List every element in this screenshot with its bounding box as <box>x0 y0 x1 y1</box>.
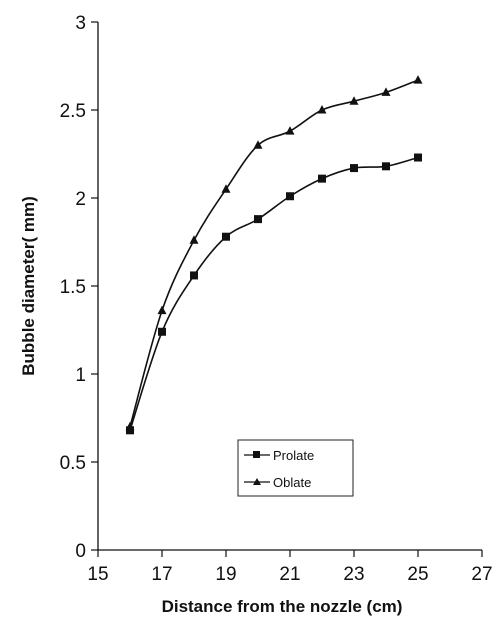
data-point-oblate <box>317 105 327 114</box>
y-axis-ticks: 0 0.5 1 1.5 2 2.5 3 <box>60 13 98 562</box>
data-point-prolate <box>286 192 294 201</box>
x-tick-label: 21 <box>279 564 300 585</box>
y-tick-label: 2.5 <box>60 101 86 122</box>
y-tick-label: 1 <box>75 365 86 386</box>
data-point-prolate <box>254 215 262 224</box>
x-tick-label: 25 <box>407 564 428 585</box>
y-tick-label: 2 <box>75 189 86 210</box>
data-point-oblate <box>125 421 135 431</box>
legend-label-prolate: Prolate <box>273 448 314 463</box>
data-point-oblate <box>253 140 263 149</box>
x-tick-label: 17 <box>151 564 172 585</box>
data-point-oblate <box>189 235 199 244</box>
data-point-prolate <box>414 153 422 162</box>
legend-label-oblate: Oblate <box>273 475 311 490</box>
data-point-oblate <box>381 87 391 96</box>
y-tick-label: 3 <box>75 13 86 34</box>
x-tick-label: 23 <box>343 564 364 585</box>
x-tick-label: 15 <box>87 564 108 585</box>
data-point-oblate <box>285 126 295 135</box>
series-line-prolate <box>129 156 419 431</box>
legend-item-prolate: Prolate <box>244 448 314 463</box>
x-tick-label: 19 <box>215 564 236 585</box>
y-tick-label: 0.5 <box>60 453 86 474</box>
y-axis-title: Bubble diameter( mm) <box>19 196 38 375</box>
y-tick-label: 0 <box>75 541 86 562</box>
series-line-oblate <box>129 79 419 428</box>
data-point-oblate <box>413 75 423 84</box>
series-prolate <box>126 153 422 435</box>
y-tick-label: 1.5 <box>60 277 86 298</box>
data-point-prolate <box>190 271 198 280</box>
data-point-oblate <box>157 305 167 315</box>
data-point-prolate <box>318 174 326 183</box>
data-point-prolate <box>126 426 134 435</box>
legend-marker-prolate <box>253 451 260 458</box>
series-oblate <box>125 75 423 431</box>
legend-item-oblate: Oblate <box>244 475 311 490</box>
x-axis-ticks: 15 17 19 21 23 25 27 <box>87 550 493 585</box>
series-layer <box>125 75 423 435</box>
data-point-prolate <box>158 327 166 336</box>
data-point-oblate <box>221 184 231 193</box>
legend: Prolate Oblate <box>237 439 354 497</box>
data-point-prolate <box>382 162 390 171</box>
x-axis-title: Distance from the nozzle (cm) <box>162 597 403 616</box>
legend-box <box>237 439 354 497</box>
x-tick-label: 27 <box>471 564 492 585</box>
data-point-prolate <box>350 164 358 173</box>
legend-marker-oblate <box>253 478 261 485</box>
data-point-oblate <box>349 96 359 105</box>
data-point-prolate <box>222 232 230 241</box>
